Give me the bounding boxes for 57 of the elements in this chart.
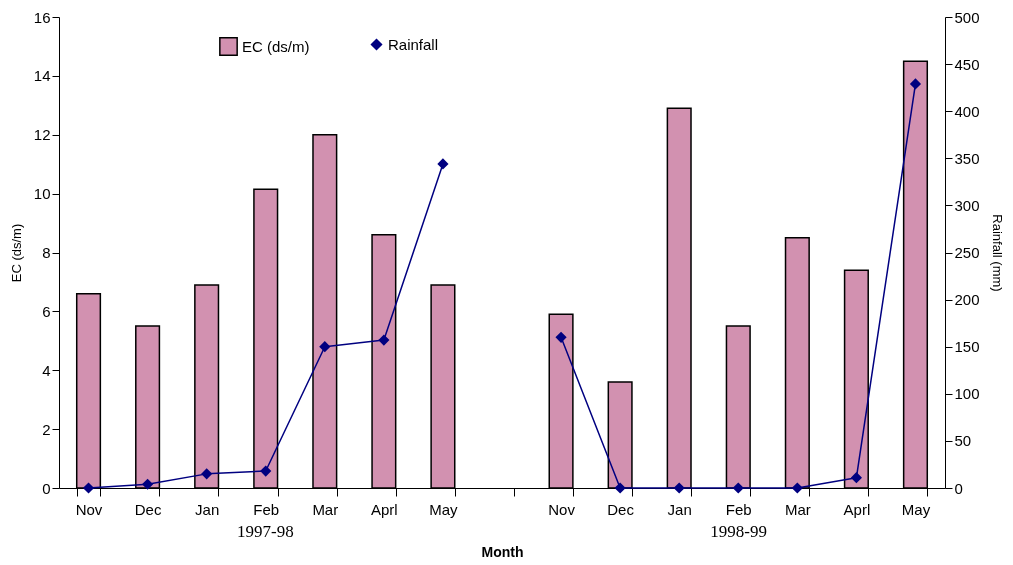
y-tick-label: 2 <box>42 420 51 438</box>
y-tick-label: 14 <box>33 67 51 85</box>
y2-tick-label: 200 <box>954 291 980 309</box>
x-tick-label: Aprl <box>843 500 871 518</box>
bar <box>725 325 751 489</box>
point <box>733 482 744 494</box>
point <box>83 482 94 494</box>
point <box>260 465 271 477</box>
text: 1998-99 <box>710 522 767 541</box>
x-tick-label: Dec <box>607 500 635 518</box>
y-tick-label: 8 <box>42 244 51 261</box>
point <box>201 468 212 480</box>
y2-tick-label: 350 <box>954 149 980 167</box>
y2-axis-title: Rainfall (mm) <box>989 214 1005 292</box>
y2-tick-label: 150 <box>954 338 980 356</box>
x-tick-label: Nov <box>548 500 576 518</box>
y2-tick-label: 50 <box>954 432 972 450</box>
x-tick-label: Jan <box>195 500 220 518</box>
y-tick-label: 6 <box>42 302 51 320</box>
y-tick-label: 12 <box>33 126 51 144</box>
x-axis-title: Month <box>481 543 524 560</box>
text: 1997-98 <box>237 522 294 541</box>
legend-label: Rainfall <box>388 35 439 53</box>
y2-tick-label: 0 <box>954 479 963 497</box>
y2-tick-label: 300 <box>954 196 980 214</box>
y-tick-label: 4 <box>42 361 51 379</box>
y2-tick-label: 400 <box>954 102 980 120</box>
legend-label: EC (ds/m) <box>242 37 310 55</box>
x-tick-label: Dec <box>134 500 162 518</box>
y2-tick-label: 100 <box>954 385 980 403</box>
x-tick-label: Aprl <box>371 500 398 518</box>
x-tick-label: Feb <box>725 500 752 518</box>
y-axis-title: EC (ds/m) <box>8 223 24 283</box>
x-tick-label: May <box>429 500 459 518</box>
point <box>910 78 921 90</box>
point <box>142 479 153 490</box>
point <box>851 472 862 483</box>
y2-tick-label: 500 <box>954 8 980 26</box>
point <box>614 482 626 494</box>
point <box>555 332 567 343</box>
x-tick-label: May <box>901 500 931 518</box>
point <box>319 341 330 352</box>
point <box>792 482 803 494</box>
x-tick-label: Feb <box>253 500 280 518</box>
x-tick-label: Mar <box>784 500 811 518</box>
y-tick-label: 10 <box>33 185 51 203</box>
x-tick-label: Jan <box>667 500 692 518</box>
x-tick-label: Mar <box>312 500 339 518</box>
point <box>437 158 449 170</box>
y2-tick-label: 250 <box>954 244 980 261</box>
y2-tick-label: 450 <box>954 55 980 73</box>
y-tick-label: 0 <box>42 479 51 497</box>
point <box>378 334 390 346</box>
bar <box>666 107 692 489</box>
point <box>674 482 685 494</box>
x-tick-label: Nov <box>75 500 103 518</box>
y-tick-label: 16 <box>33 8 51 26</box>
